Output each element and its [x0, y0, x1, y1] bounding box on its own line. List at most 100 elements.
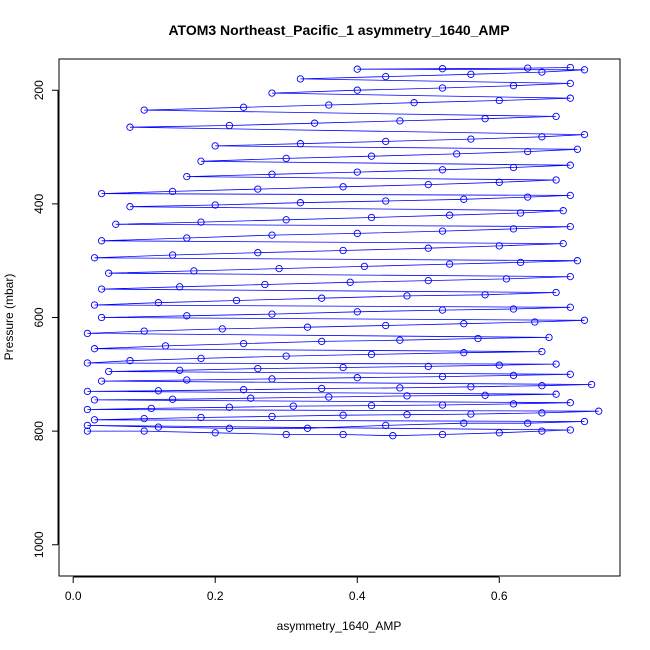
data-point: [232, 296, 241, 305]
data-point: [247, 394, 255, 402]
data-point: [495, 429, 503, 437]
data-point: [97, 285, 106, 293]
data-point: [353, 308, 361, 316]
data-point: [481, 115, 489, 123]
data-point: [161, 342, 170, 350]
data-point: [183, 172, 191, 181]
data-point: [83, 329, 92, 338]
data-point: [438, 166, 447, 174]
data-point: [538, 382, 546, 390]
data-point: [282, 154, 290, 163]
data-point: [403, 411, 411, 419]
data-point: [495, 96, 503, 105]
data-point: [197, 354, 205, 363]
data-point: [97, 313, 106, 322]
data-point: [339, 363, 347, 372]
y-axis-label: Pressure (mbar): [2, 274, 16, 361]
data-point: [566, 370, 574, 378]
y-tick-label: 400: [32, 194, 46, 214]
data-point: [353, 374, 361, 382]
data-point: [197, 157, 205, 165]
data-point: [282, 352, 290, 360]
data-point: [552, 288, 560, 297]
data-point: [445, 260, 454, 268]
data-point: [90, 301, 99, 309]
data-point: [424, 180, 432, 189]
data-point: [90, 416, 99, 424]
data-point: [531, 318, 539, 326]
data-point: [467, 135, 475, 143]
x-tick-label: 0.2: [207, 589, 224, 603]
data-point: [524, 193, 532, 201]
data-point: [445, 211, 454, 219]
data-point: [410, 99, 418, 107]
data-point: [239, 339, 248, 348]
data-point: [282, 216, 290, 224]
data-point: [218, 325, 226, 333]
data-point: [325, 101, 333, 109]
data-point: [552, 176, 560, 184]
data-point: [516, 209, 525, 217]
data-point: [168, 395, 177, 403]
data-point: [282, 430, 290, 439]
data-point: [225, 121, 234, 130]
data-point: [509, 163, 518, 172]
data-point: [438, 430, 447, 439]
data-point: [538, 427, 546, 435]
data-point: [268, 89, 276, 97]
data-point: [367, 213, 376, 222]
data-point: [346, 278, 354, 286]
data-point: [318, 294, 326, 302]
data-point: [296, 199, 305, 207]
data-point: [183, 234, 191, 242]
data-point: [566, 222, 574, 231]
data-point: [509, 82, 518, 90]
data-point: [403, 392, 411, 400]
data-point: [318, 337, 326, 346]
data-point: [516, 258, 525, 267]
data-point: [538, 347, 546, 356]
data-point: [559, 207, 567, 215]
data-point: [154, 299, 163, 307]
data-point: [438, 227, 447, 235]
data-point: [382, 72, 390, 81]
x-tick-label: 0.6: [491, 589, 508, 603]
data-point: [225, 403, 234, 411]
data-point: [211, 201, 219, 209]
data-point: [353, 86, 361, 94]
data-point: [438, 401, 447, 409]
data-point: [83, 421, 92, 430]
data-point: [296, 75, 305, 83]
data-point: [595, 407, 603, 415]
data-point: [83, 427, 92, 435]
data-point: [360, 262, 369, 271]
data-point: [303, 424, 312, 432]
data-point: [154, 387, 163, 395]
data-point: [339, 430, 347, 439]
data-point: [140, 327, 148, 335]
data-point: [105, 367, 113, 376]
data-point: [552, 390, 560, 398]
data-point: [566, 426, 574, 434]
data-point: [460, 349, 468, 357]
data-point: [90, 345, 99, 353]
data-point: [460, 320, 468, 328]
x-tick-label: 0.0: [65, 589, 82, 603]
data-point: [140, 414, 148, 423]
data-point: [467, 383, 475, 391]
chart-title: ATOM3 Northeast_Pacific_1 asymmetry_1640…: [168, 22, 509, 38]
data-point: [524, 64, 532, 72]
data-point: [83, 387, 92, 396]
data-point: [438, 65, 447, 73]
data-point: [190, 267, 198, 275]
data-point: [176, 283, 184, 291]
data-point: [254, 249, 262, 257]
data-point: [566, 399, 574, 407]
data-point: [580, 417, 589, 426]
data-point: [140, 106, 148, 114]
data-point: [97, 377, 106, 385]
data-point: [524, 419, 532, 427]
data-point: [310, 119, 319, 127]
data-point: [367, 350, 376, 359]
